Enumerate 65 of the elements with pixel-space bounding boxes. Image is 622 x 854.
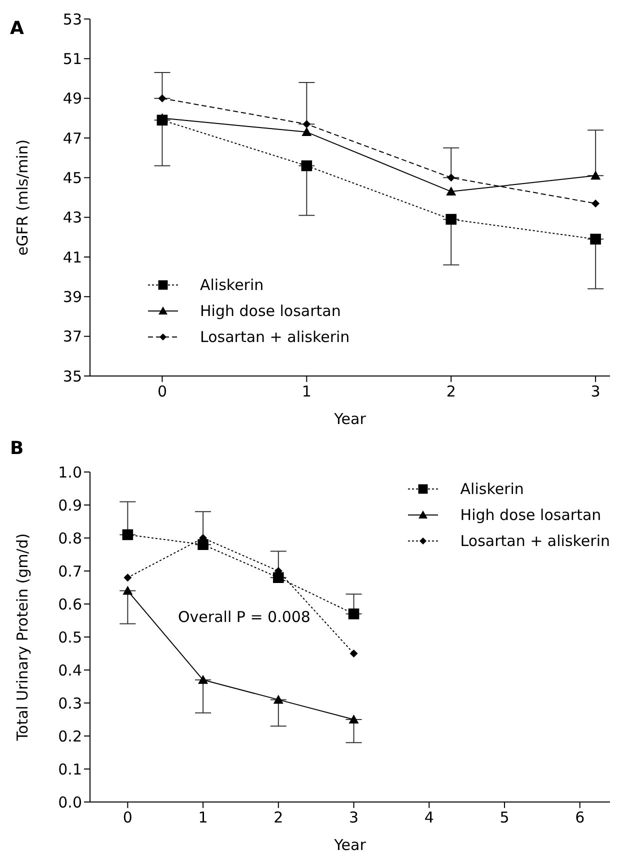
y-tick-label: 37 bbox=[62, 328, 82, 346]
x-tick-label: 1 bbox=[302, 382, 312, 401]
legend-label: High dose losartan bbox=[460, 506, 602, 524]
x-tick-label: 4 bbox=[424, 808, 434, 827]
x-tick-label: 3 bbox=[348, 808, 359, 827]
y-tick-label: 0.1 bbox=[58, 760, 82, 778]
y-axis-title: eGFR (mls/min) bbox=[13, 139, 32, 256]
y-tick-label: 0.5 bbox=[58, 628, 82, 646]
y-tick-label: 49 bbox=[62, 90, 82, 108]
y-tick-label: 0.2 bbox=[58, 727, 82, 746]
legend-label: Losartan + aliskerin bbox=[460, 532, 610, 550]
y-tick-label: 43 bbox=[62, 208, 82, 227]
point bbox=[592, 199, 600, 208]
x-tick-label: 2 bbox=[446, 382, 456, 401]
point bbox=[158, 94, 166, 102]
point bbox=[122, 529, 134, 540]
y-tick-label: 47 bbox=[62, 129, 82, 148]
y-tick-label: 0.8 bbox=[58, 529, 82, 548]
point bbox=[198, 539, 208, 550]
x-axis-title: Year bbox=[333, 410, 367, 428]
chart-title: A bbox=[10, 18, 24, 39]
y-tick-label: 0.7 bbox=[58, 562, 82, 580]
y-tick-label: 45 bbox=[62, 168, 82, 187]
legend-label: High dose losartan bbox=[200, 302, 341, 320]
point bbox=[273, 694, 284, 704]
point bbox=[124, 574, 132, 582]
x-tick-label: 3 bbox=[590, 382, 600, 401]
x-tick-label: 1 bbox=[198, 808, 208, 827]
point bbox=[302, 127, 312, 136]
point bbox=[273, 572, 284, 583]
x-tick-label: 2 bbox=[274, 808, 284, 827]
legend-label: Aliskerin bbox=[460, 480, 524, 498]
y-tick-label: 41 bbox=[62, 248, 82, 266]
y-tick-label: 35 bbox=[62, 367, 82, 386]
point bbox=[446, 214, 457, 225]
x-axis-title: Year bbox=[333, 836, 367, 854]
y-tick-label: 0.3 bbox=[58, 694, 82, 712]
point bbox=[590, 234, 601, 245]
point bbox=[446, 186, 456, 196]
y-tick-label: 53 bbox=[62, 10, 82, 28]
y-tick-label: 0.0 bbox=[58, 793, 82, 812]
point bbox=[590, 170, 601, 180]
point bbox=[348, 714, 359, 724]
y-axis-title: Total Urinary Protein (gm/d) bbox=[13, 533, 32, 742]
x-tick-label: 0 bbox=[157, 382, 167, 401]
x-tick-label: 0 bbox=[122, 808, 132, 827]
annotation: Overall P = 0.008 bbox=[178, 608, 310, 626]
point bbox=[198, 674, 208, 684]
y-tick-label: 0.4 bbox=[58, 661, 82, 680]
y-tick-label: 51 bbox=[62, 50, 82, 68]
y-tick-label: 0.6 bbox=[58, 595, 82, 614]
y-tick-label: 1.0 bbox=[58, 463, 82, 482]
y-tick-label: 39 bbox=[62, 288, 82, 306]
point bbox=[302, 120, 311, 128]
point bbox=[348, 608, 360, 620]
legend-label: Aliskerin bbox=[200, 276, 264, 294]
x-tick-label: 5 bbox=[500, 808, 510, 827]
point bbox=[350, 650, 358, 658]
y-tick-label: 0.9 bbox=[58, 496, 82, 514]
point bbox=[122, 586, 133, 595]
point bbox=[301, 160, 312, 172]
legend-label: Losartan + aliskerin bbox=[200, 328, 350, 346]
point bbox=[447, 174, 456, 182]
chart-title: B bbox=[10, 438, 24, 459]
x-tick-label: 6 bbox=[575, 808, 585, 827]
